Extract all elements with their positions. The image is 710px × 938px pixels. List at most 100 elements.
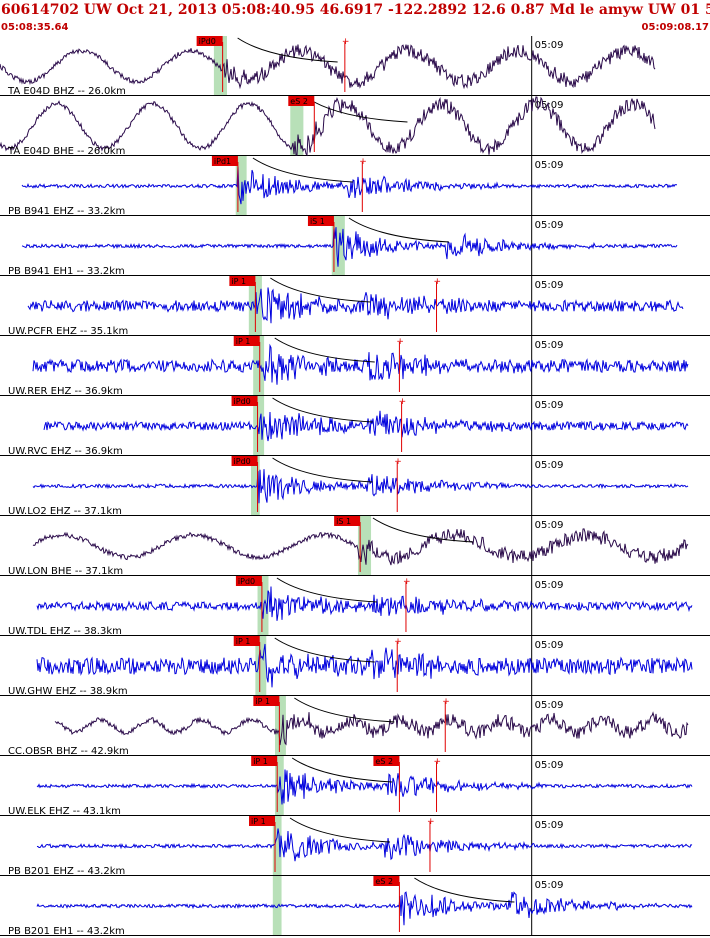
pick-label: iPd0 (234, 457, 251, 466)
time-mark-label: 05:09 (535, 520, 564, 531)
trace-panel-8: 05:09 iS 1 UW.LON BHE -- 37.1km (0, 516, 710, 577)
event-title: 60614702 UW Oct 21, 2013 05:08:40.95 46.… (1, 2, 710, 18)
station-label: CC.OBSR BHZ -- 42.9km (8, 746, 129, 757)
pick-label: iS 1 (336, 517, 351, 526)
coda-curve (274, 337, 375, 363)
pick-flag (334, 516, 361, 526)
pick-label: eS 2 (375, 757, 393, 766)
coda-curve (272, 397, 373, 423)
waveform (21, 166, 678, 205)
waveform (36, 643, 693, 688)
trace-panel-10: 05:09 iP 1 + UW.GHW EHZ -- 38.9km (0, 636, 710, 697)
pick-label: iPd0 (238, 577, 255, 586)
time-mark-label: 05:09 (535, 100, 564, 111)
waveform (36, 891, 693, 926)
trace-panel-9: 05:09 iPd0 + UW.TDL EHZ -- 38.3km (0, 576, 710, 637)
time-mark-label: 05:09 (535, 340, 564, 351)
station-label: UW.PCFR EHZ -- 35.1km (8, 326, 128, 337)
pick-flag (249, 816, 276, 826)
waveform (27, 287, 684, 324)
pick-flag (229, 276, 256, 286)
coda-curve (414, 877, 515, 903)
pick-label: eS 2 (375, 877, 393, 886)
trace-panel-2: 05:09 iPd1 + PB B941 EHZ -- 33.2km (0, 156, 710, 217)
coda-curve (272, 457, 373, 483)
trace-panel-13: 05:09 iP 1 + PB B201 EHZ -- 43.2km (0, 816, 710, 877)
station-label: UW.LON BHE -- 37.1km (8, 566, 123, 577)
seismogram-plot: 05:09 iPd0 + TA E04D BHZ -- 26.0km 05:09 eS 2… (0, 36, 710, 937)
pick-window (253, 396, 265, 456)
coda-curve (372, 517, 473, 543)
trace-panel-1: 05:09 eS 2 TA E04D BHE -- 26.0km (0, 96, 710, 157)
pick-window (272, 876, 282, 936)
station-label: UW.LO2 EHZ -- 37.1km (8, 506, 122, 517)
trace-panel-6: 05:09 iPd0 + UW.RVC EHZ -- 36.9km (0, 396, 710, 457)
trace-panel-14: 05:09 eS 2 PB B201 EH1 -- 43.2km (0, 876, 710, 937)
time-mark-label: 05:09 (535, 460, 564, 471)
pick-label: iP 1 (236, 337, 251, 346)
trace-panel-7: 05:09 iPd0 + UW.LO2 EHZ -- 37.1km (0, 456, 710, 517)
coda-curve (274, 637, 375, 663)
pick-label: iS 1 (310, 217, 325, 226)
waveform (32, 469, 689, 504)
pick-window (235, 156, 247, 216)
pick-label: iPd0 (234, 397, 251, 406)
pick-flag (211, 156, 238, 166)
time-mark-label: 05:09 (535, 220, 564, 231)
pick-flag (233, 636, 260, 646)
station-label: UW.RVC EHZ -- 36.9km (8, 446, 123, 457)
pick-flag (253, 696, 280, 706)
coda-curve (252, 157, 353, 183)
station-label: UW.RER EHZ -- 36.9km (8, 386, 123, 397)
coda-curve (270, 277, 371, 303)
pick-plus: + (342, 37, 350, 47)
time-mark-label: 05:09 (535, 400, 564, 411)
pick-plus: + (403, 577, 411, 587)
pick-plus: + (394, 457, 402, 467)
pick-flag (288, 96, 315, 106)
coda-curve (294, 697, 395, 723)
waveform (21, 227, 678, 267)
station-label: PB B941 EHZ -- 33.2km (8, 206, 125, 217)
waveform (54, 711, 689, 746)
time-mark-label: 05:09 (535, 160, 564, 171)
pick-flag (235, 576, 262, 586)
pick-flag (251, 756, 278, 766)
pick-label: iP 1 (231, 277, 246, 286)
pick-flag (231, 396, 258, 406)
pick-flag (307, 216, 334, 226)
pick-flag (233, 336, 260, 346)
pick-label: iP 1 (236, 637, 251, 646)
time-mark-label: 05:09 (535, 580, 564, 591)
time-mark-label: 05:09 (535, 760, 564, 771)
pick-window (275, 696, 286, 756)
coda-curve (276, 577, 377, 603)
pick-window (255, 636, 267, 696)
pick-flag (373, 756, 400, 766)
waveform (32, 343, 689, 385)
pick-plus: + (359, 157, 367, 167)
waveform (0, 44, 656, 90)
waveform (43, 410, 689, 442)
trace-panel-4: 05:09 iP 1 + UW.PCFR EHZ -- 35.1km (0, 276, 710, 337)
pick-flag (231, 456, 258, 466)
pick-flag (373, 876, 400, 886)
pick-flag (196, 36, 223, 46)
coda-curve (348, 217, 449, 243)
header: 60614702 UW Oct 21, 2013 05:08:40.95 46.… (0, 0, 710, 36)
station-label: PB B201 EHZ -- 43.2km (8, 866, 125, 877)
station-label: TA E04D BHE -- 26.0km (7, 146, 125, 157)
trace-panel-11: 05:09 iP 1 + CC.OBSR BHZ -- 42.9km (0, 696, 710, 757)
pick-window (257, 576, 269, 636)
time-mark-label: 05:09 (535, 700, 564, 711)
pick-window (250, 456, 260, 516)
station-label: UW.GHW EHZ -- 38.9km (8, 686, 128, 697)
pick-plus: + (442, 697, 450, 707)
time-mark-label: 05:09 (535, 820, 564, 831)
station-label: TA E04D BHZ -- 26.0km (7, 86, 126, 97)
time-mark-label: 05:09 (535, 40, 564, 51)
pick-label: iP 1 (255, 697, 270, 706)
pick-plus: + (434, 757, 442, 767)
pick-window (272, 816, 282, 876)
time-mark-label: 05:09 (535, 880, 564, 891)
